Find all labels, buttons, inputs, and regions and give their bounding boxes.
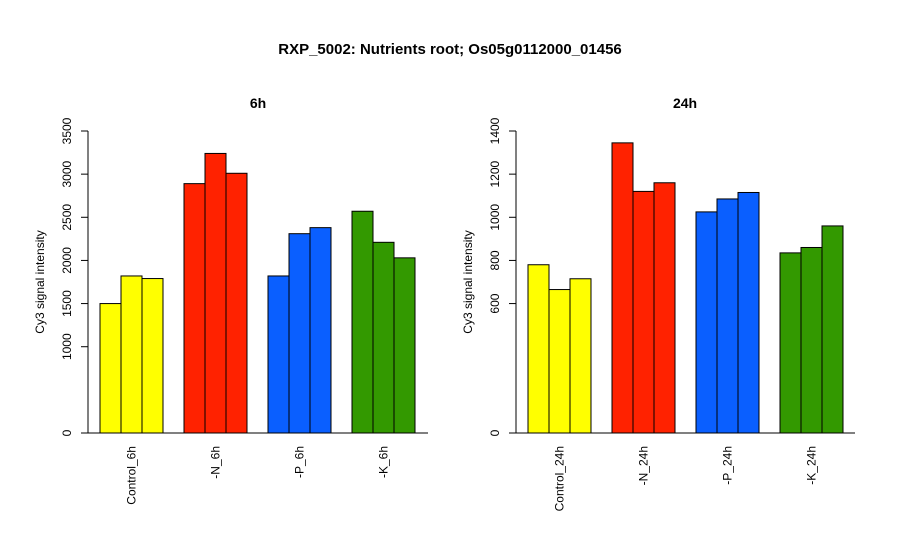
- bar-Control_24h-2: [548, 289, 571, 434]
- y-tick-label: 1400: [488, 117, 502, 144]
- bar--P_24h-1: [695, 211, 718, 434]
- panel-title: 24h: [673, 95, 697, 111]
- x-category-label: Control_24h: [553, 446, 567, 511]
- bar--N_24h-1: [611, 142, 634, 434]
- bar-Control_6h-3: [141, 278, 164, 434]
- bar-Control_6h-2: [120, 275, 143, 434]
- bar--P_24h-3: [737, 191, 760, 434]
- bar--N_6h-3: [225, 172, 248, 434]
- bar--K_6h-2: [372, 241, 395, 434]
- chart-panel-6h: 6h Cy3 signal intensity 0 1000 1500 2000 2500 3…: [33, 95, 428, 505]
- y-tick-label: 1000: [488, 204, 502, 231]
- bar-Control_24h-1: [527, 264, 550, 434]
- y-axis-label: Cy3 signal intensity: [33, 230, 47, 333]
- panel-title: 6h: [250, 95, 266, 111]
- y-tick-label: 2500: [60, 204, 74, 231]
- y-tick-label: 1000: [60, 333, 74, 360]
- chart-panel-24h: 24h Cy3 signal intensity 0 600 800 1000 1200 14…: [461, 95, 855, 511]
- x-category-label: -N_6h: [209, 446, 223, 479]
- bar--N_24h-3: [653, 182, 676, 434]
- y-tick-label: 3500: [60, 117, 74, 144]
- bar--P_24h-2: [716, 198, 739, 434]
- x-category-label: -P_6h: [293, 446, 307, 478]
- x-category-label: -K_6h: [377, 446, 391, 478]
- y-axis-label: Cy3 signal intensity: [461, 230, 475, 333]
- bar--K_24h-2: [800, 246, 823, 434]
- x-category-label: Control_6h: [125, 446, 139, 505]
- y-tick-label: 800: [488, 250, 502, 270]
- bar-Control_6h-1: [99, 303, 122, 434]
- bar--N_6h-1: [183, 183, 206, 434]
- y-tick-label: 600: [488, 293, 502, 313]
- bar--K_24h-1: [779, 252, 802, 434]
- y-tick-label: 0: [488, 429, 502, 436]
- bar--P_6h-2: [288, 233, 311, 434]
- y-tick-label: 2000: [60, 247, 74, 274]
- bar--K_6h-3: [393, 257, 416, 434]
- x-category-label: -N_24h: [637, 446, 651, 485]
- y-tick-label: 0: [60, 429, 74, 436]
- bar--P_6h-3: [309, 227, 332, 434]
- bar--K_6h-1: [351, 210, 374, 434]
- bar-Control_24h-3: [569, 278, 592, 434]
- bar--N_24h-2: [632, 190, 655, 434]
- figure-title: RXP_5002: Nutrients root; Os05g0112000_0…: [278, 41, 622, 58]
- bar--P_6h-1: [267, 275, 290, 434]
- y-tick-label: 3000: [60, 160, 74, 187]
- x-category-label: -K_24h: [805, 446, 819, 485]
- y-tick-label: 1200: [488, 160, 502, 187]
- y-tick-label: 1500: [60, 290, 74, 317]
- bar--K_24h-3: [821, 225, 844, 434]
- bar--N_6h-2: [204, 152, 227, 434]
- x-category-label: -P_24h: [721, 446, 735, 485]
